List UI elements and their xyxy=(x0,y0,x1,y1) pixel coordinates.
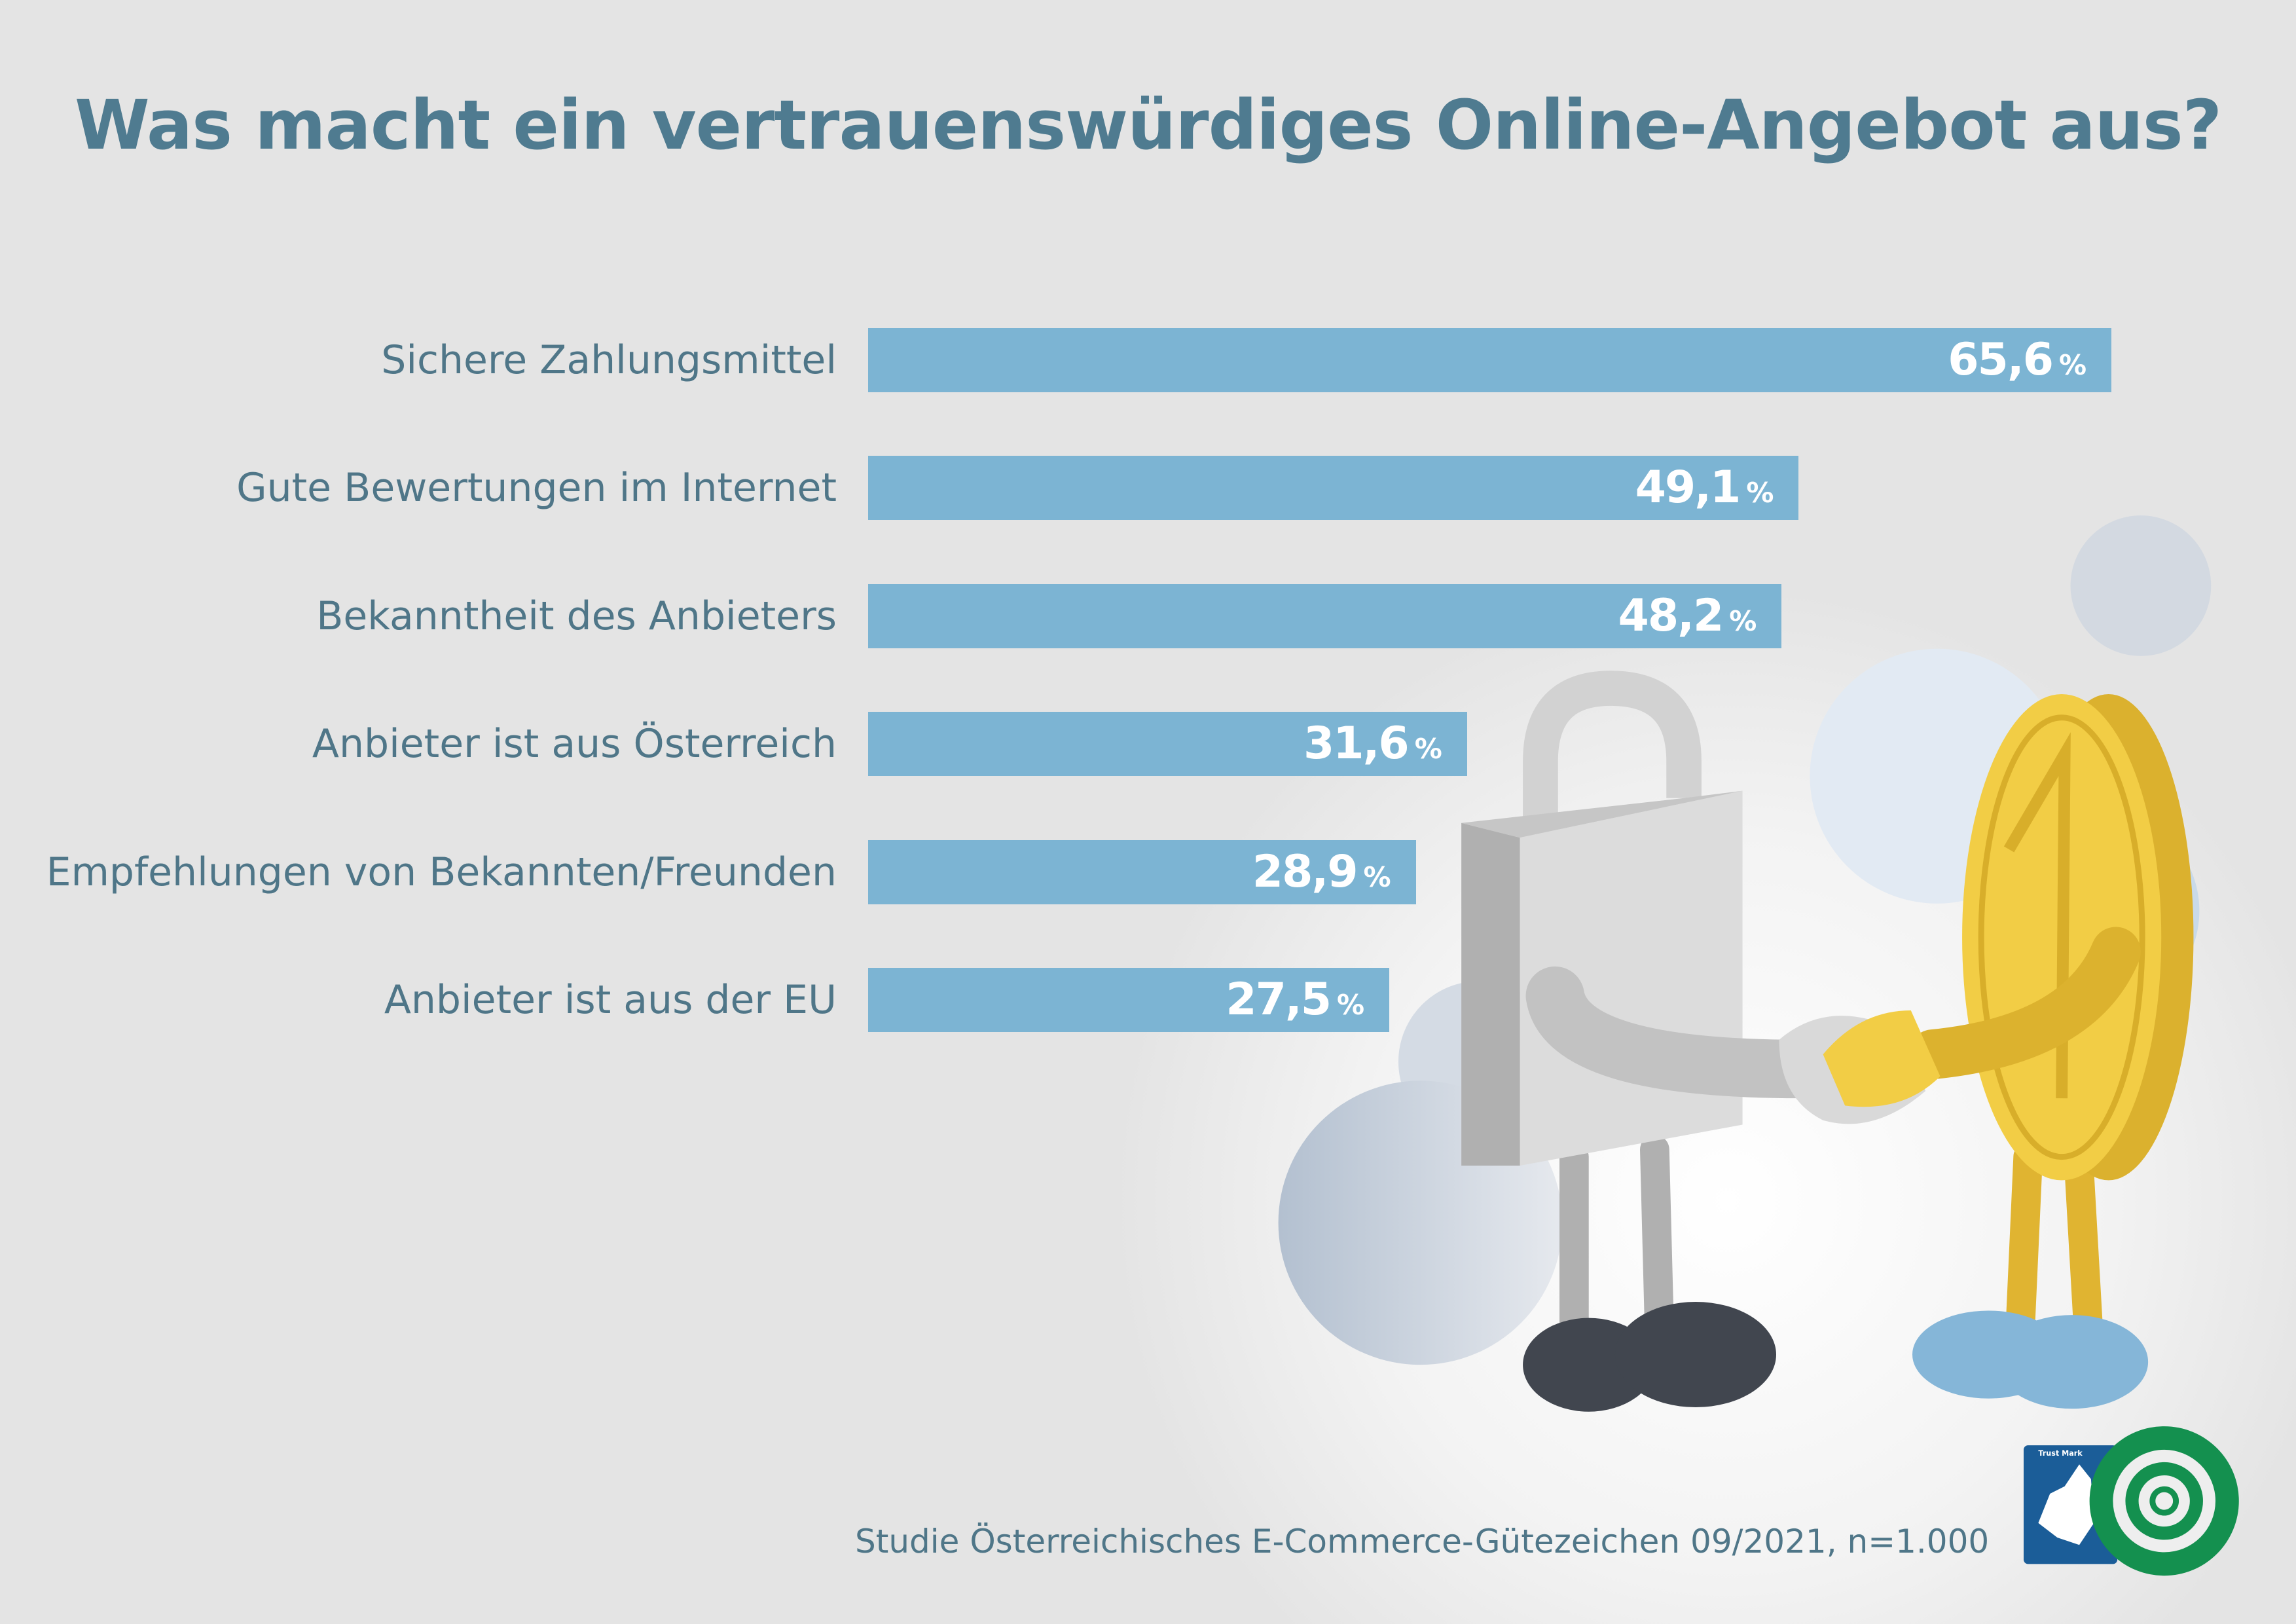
coin-character xyxy=(1823,693,2194,1409)
deco-circle xyxy=(2070,515,2212,656)
data-label: 49,1% xyxy=(1635,462,1774,514)
category-label: Gute Bewertungen im Internet xyxy=(236,465,837,511)
bar: 27,5% xyxy=(868,968,1390,1032)
data-label: 28,9% xyxy=(1252,845,1391,898)
category-label: Anbieter ist aus Österreich xyxy=(312,721,837,767)
bar-row: Bekanntheit des Anbieters 48,2% xyxy=(0,583,2296,648)
category-label: Bekanntheit des Anbieters xyxy=(316,593,837,639)
data-label: 48,2% xyxy=(1618,589,1757,642)
bar-row: Empfehlungen von Bekannten/Freunden 28,9% xyxy=(0,840,2296,904)
category-label: Anbieter ist aus der EU xyxy=(384,977,837,1023)
bar-row: Sichere Zahlungsmittel 65,6% xyxy=(0,328,2296,392)
data-label: 65,6% xyxy=(1948,334,2087,386)
bar: 49,1% xyxy=(868,456,1799,521)
category-label: Empfehlungen von Bekannten/Freunden xyxy=(46,849,837,895)
source-note: Studie Österreichisches E-Commerce-Gütez… xyxy=(855,1522,1990,1560)
bar: 65,6% xyxy=(868,328,2112,392)
bar-row: Anbieter ist aus Österreich 31,6% xyxy=(0,712,2296,777)
data-label: 31,6% xyxy=(1303,718,1442,770)
data-label: 27,5% xyxy=(1226,974,1365,1025)
guetezeichen-logo: Trust Mark xyxy=(2023,1426,2239,1576)
bar-row: Gute Bewertungen im Internet 49,1% xyxy=(0,456,2296,521)
bar: 48,2% xyxy=(868,583,1782,648)
bar-row: Anbieter ist aus der EU 27,5% xyxy=(0,968,2296,1032)
bar: 28,9% xyxy=(868,840,1416,904)
svg-text:Trust Mark: Trust Mark xyxy=(2038,1449,2083,1458)
category-label: Sichere Zahlungsmittel xyxy=(381,337,837,383)
chart-title: Was macht ein vertrauenswürdiges Online-… xyxy=(74,85,2222,165)
bar: 31,6% xyxy=(868,712,1467,777)
